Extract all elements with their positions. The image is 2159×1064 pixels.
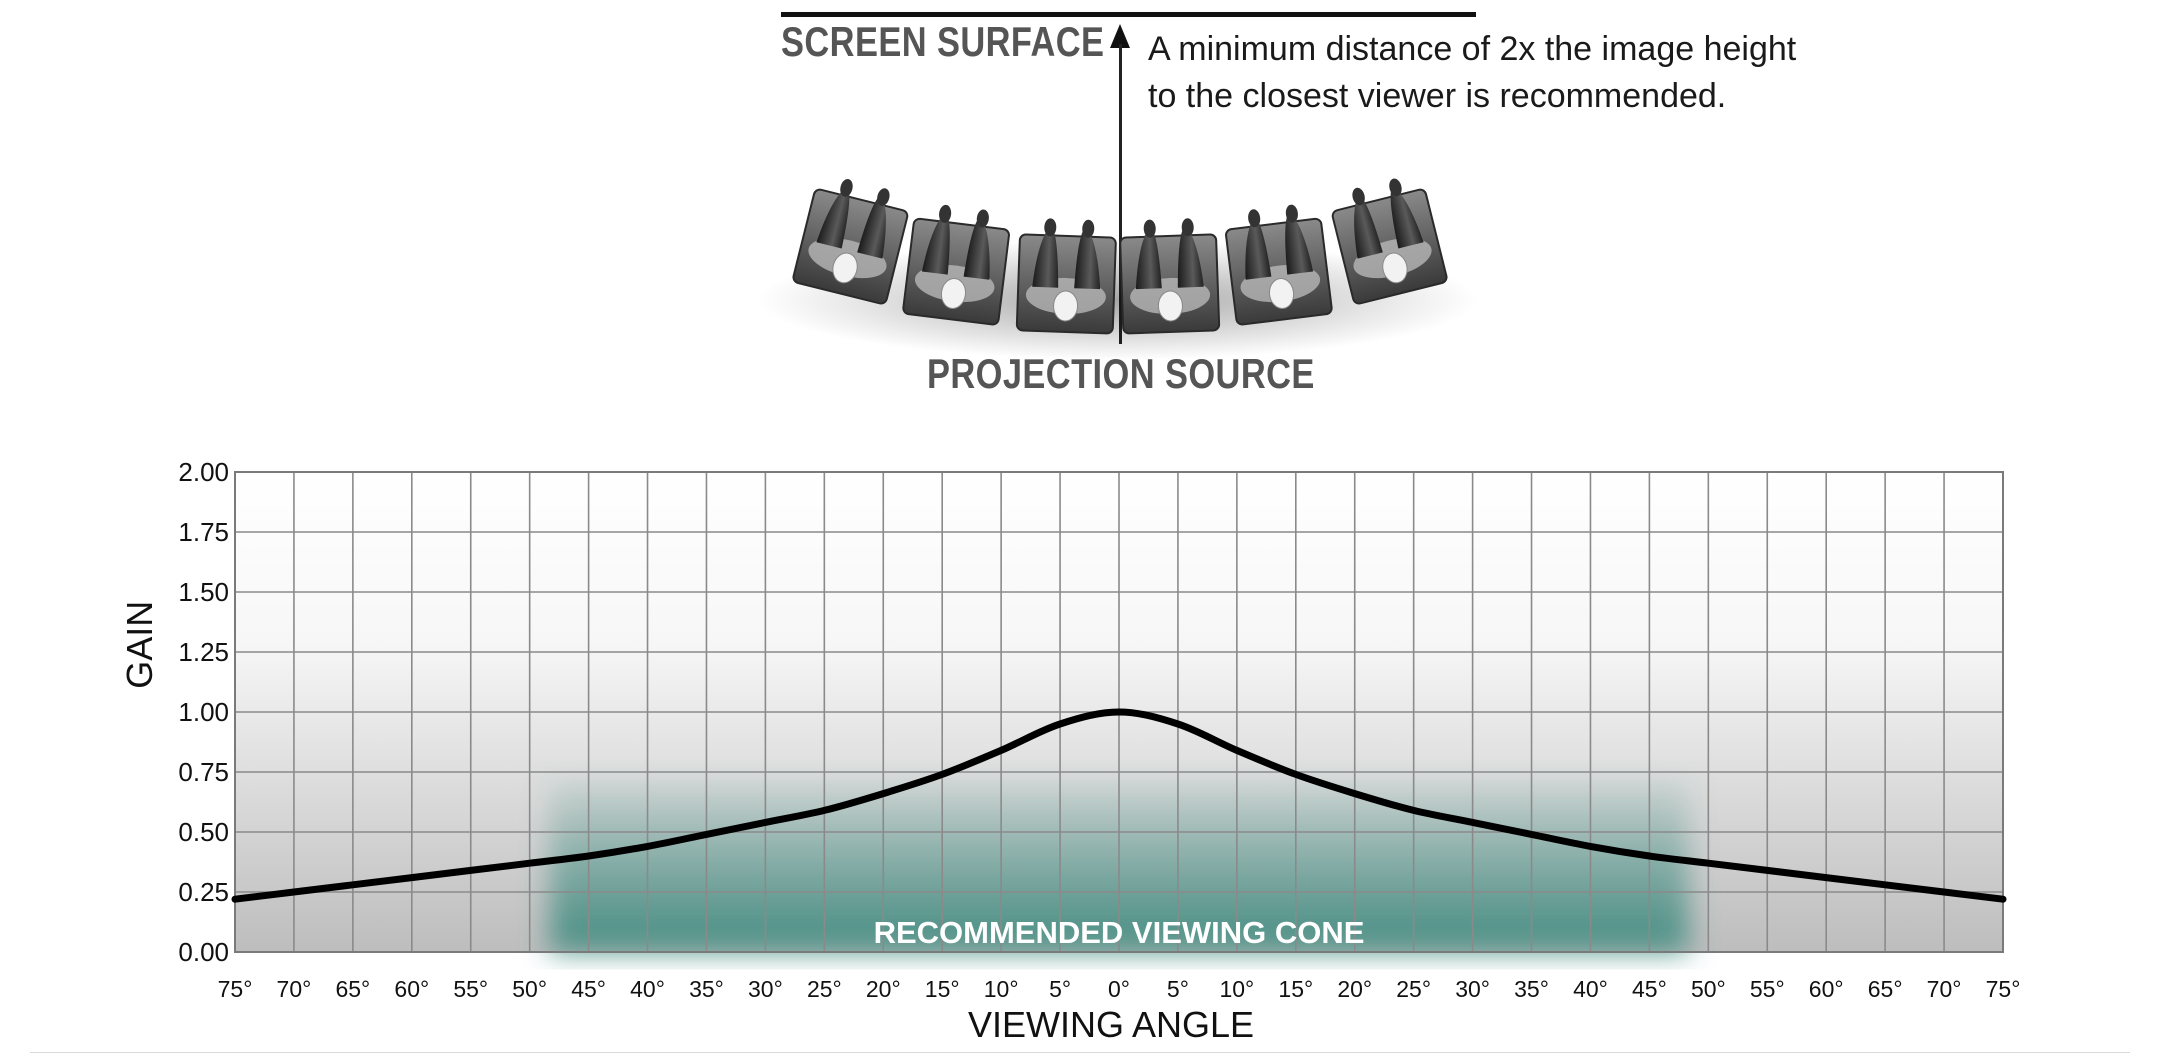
x-tick-label: 15° <box>1278 976 1313 1002</box>
projection-source-label: PROJECTION SOURCE <box>927 350 1315 397</box>
x-tick-label: 45° <box>571 976 606 1002</box>
screen-surface-label: SCREEN SURFACE <box>781 18 1105 65</box>
y-axis-ticks: 2.00 1.75 1.50 1.25 1.00 0.75 0.50 0.25 0.00 <box>178 457 229 967</box>
projection-arrow-line <box>1119 44 1122 344</box>
gain-series <box>231 708 2007 903</box>
x-tick-label: 60° <box>394 976 429 1002</box>
x-tick-label: 35° <box>1514 976 1549 1002</box>
x-tick-label: 20° <box>1337 976 1372 1002</box>
x-tick-label: 10° <box>1219 976 1254 1002</box>
y-tick-label: 1.25 <box>178 637 229 667</box>
x-tick-label: 0° <box>1108 976 1130 1002</box>
arrow-up-icon <box>1110 24 1130 48</box>
y-tick-label: 1.00 <box>178 697 229 727</box>
x-tick-label: 55° <box>1750 976 1785 1002</box>
y-tick-label: 0.50 <box>178 817 229 847</box>
recommended-cone-label: RECOMMENDED VIEWING CONE <box>874 915 1365 950</box>
x-tick-label: 70° <box>1927 976 1962 1002</box>
y-axis-label: GAIN <box>119 601 160 689</box>
x-tick-label: 10° <box>984 976 1019 1002</box>
distance-note-line-1: A minimum distance of 2x the image heigh… <box>1148 30 1797 68</box>
x-tick-label: 25° <box>807 976 842 1002</box>
x-tick-label: 35° <box>689 976 724 1002</box>
distance-note: A minimum distance of 2x the image heigh… <box>1148 26 1796 120</box>
y-tick-label: 2.00 <box>178 457 229 487</box>
x-tick-label: 65° <box>335 976 370 1002</box>
screen-surface-line <box>781 12 1476 17</box>
x-tick-label: 75° <box>218 976 253 1002</box>
x-tick-label: 40° <box>1573 976 1608 1002</box>
x-tick-label: 50° <box>512 976 547 1002</box>
x-axis-label: VIEWING ANGLE <box>968 1004 1254 1045</box>
x-tick-label: 5° <box>1167 976 1189 1002</box>
x-tick-label: 70° <box>277 976 312 1002</box>
x-tick-label: 65° <box>1868 976 1903 1002</box>
bottom-rule <box>30 1052 2130 1053</box>
x-tick-label: 5° <box>1049 976 1071 1002</box>
x-tick-label: 45° <box>1632 976 1667 1002</box>
x-tick-label: 20° <box>866 976 901 1002</box>
x-tick-label: 75° <box>1986 976 2021 1002</box>
x-tick-label: 15° <box>925 976 960 1002</box>
x-axis-ticks: 75° 70° 65° 60° 55° 50° 45° 40° 35° 30° 25° 20° 15° 1… <box>218 976 2021 1002</box>
x-tick-label: 55° <box>453 976 488 1002</box>
x-tick-label: 30° <box>748 976 783 1002</box>
x-tick-label: 60° <box>1809 976 1844 1002</box>
x-tick-label: 50° <box>1691 976 1726 1002</box>
y-tick-label: 0.00 <box>178 937 229 967</box>
x-tick-label: 40° <box>630 976 665 1002</box>
y-tick-label: 1.50 <box>178 577 229 607</box>
plot-border <box>234 471 2004 953</box>
x-tick-label: 30° <box>1455 976 1490 1002</box>
y-tick-label: 0.75 <box>178 757 229 787</box>
distance-note-line-2: to the closest viewer is recommended. <box>1148 77 1727 115</box>
y-tick-label: 0.25 <box>178 877 229 907</box>
x-tick-label: 25° <box>1396 976 1431 1002</box>
y-tick-label: 1.75 <box>178 517 229 547</box>
